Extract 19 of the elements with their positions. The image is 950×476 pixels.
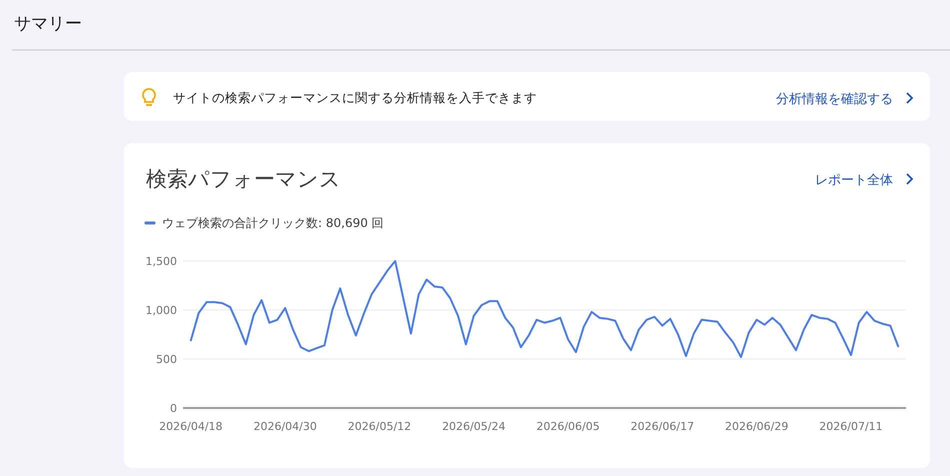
x-tick-label: 2026/06/05 xyxy=(536,420,600,433)
x-tick-label: 2026/05/24 xyxy=(442,420,506,433)
chart-title: 検索パフォーマンス xyxy=(146,167,341,191)
x-tick-label: 2026/06/17 xyxy=(630,420,694,433)
x-tick-label: 2026/07/11 xyxy=(819,420,883,433)
text: レポート全体 xyxy=(815,173,893,188)
x-tick-label: 2026/05/12 xyxy=(348,420,412,433)
x-tick-label: 2026/04/30 xyxy=(253,420,317,433)
text: サマリー xyxy=(14,14,82,34)
y-tick-label: 1,500 xyxy=(146,255,177,268)
legend-label: ウェブ検索の合計クリック数: 80,690 回 xyxy=(162,216,384,230)
text: 分析情報を確認する xyxy=(776,92,893,107)
x-tick-label: 2026/04/18 xyxy=(159,420,223,433)
x-tick-label: 2026/06/29 xyxy=(724,420,788,433)
y-tick-label: 500 xyxy=(156,353,177,366)
y-tick-label: 1,000 xyxy=(146,304,177,317)
text: サイトの検索パフォーマンスに関する分析情報を入手できます xyxy=(173,90,537,105)
line-series xyxy=(190,260,900,358)
y-tick-label: 0 xyxy=(170,402,177,415)
